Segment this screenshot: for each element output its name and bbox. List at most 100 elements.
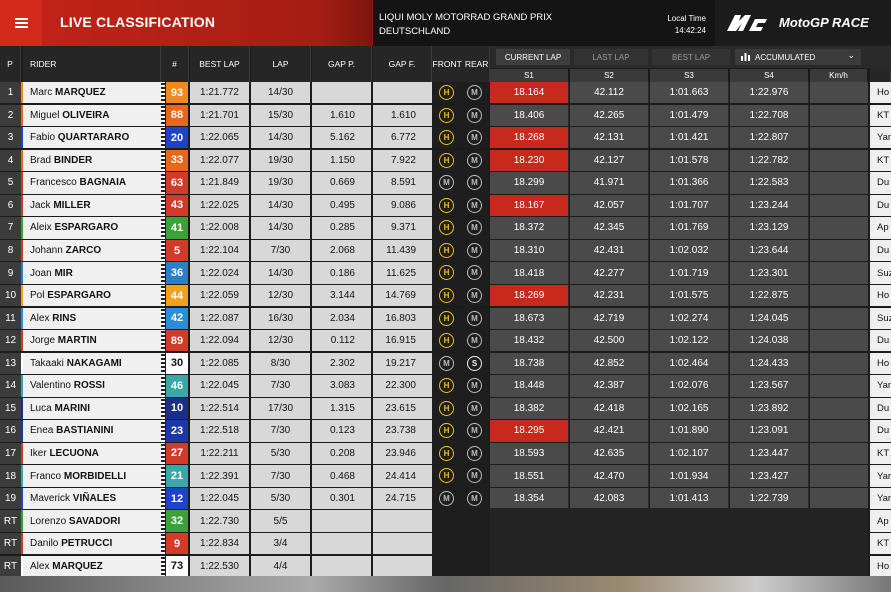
rider-name-cell[interactable]: Aleix ESPARGARO xyxy=(23,217,161,239)
header-best-lap[interactable]: BEST LAP xyxy=(190,46,250,82)
lap-count-cell: 19/30 xyxy=(251,149,310,172)
lap-count-cell: 5/30 xyxy=(251,442,310,465)
rider-name-cell[interactable]: Franco MORBIDELLI xyxy=(23,465,161,487)
table-row[interactable]: 13 Takaaki NAKAGAMI 30 1:22.085 8/30 2.302 19.… xyxy=(0,352,891,375)
table-row[interactable]: 1 Marc MARQUEZ 93 1:21.772 14/30 H M 18.164 4… xyxy=(0,82,891,104)
sector-1-cell: 18.167 xyxy=(490,194,569,217)
tab-current-lap[interactable]: CURRENT LAP xyxy=(496,49,570,65)
header-rider[interactable]: RIDER xyxy=(23,46,161,82)
gap-previous-cell: 0.285 xyxy=(312,217,371,239)
rear-tire-icon: M xyxy=(467,287,482,303)
table-row[interactable]: 14 Valentino ROSSI 46 1:22.045 7/30 3.083 22.3… xyxy=(0,375,891,397)
tab-last-lap[interactable]: LAST LAP xyxy=(574,49,648,65)
rider-name-cell[interactable]: Alex MARQUEZ xyxy=(23,555,161,577)
speed-cell xyxy=(810,330,868,352)
rider-number-badge: 33 xyxy=(166,149,188,172)
gap-previous-cell: 1.315 xyxy=(312,397,371,420)
speed-cell xyxy=(810,217,868,239)
bar-chart-icon xyxy=(741,53,750,61)
table-row[interactable]: 18 Franco MORBIDELLI 21 1:22.391 7/30 0.468 24… xyxy=(0,465,891,487)
checkered-stripe xyxy=(161,284,165,307)
rider-first-name: Maverick xyxy=(30,493,71,505)
position-cell: 6 xyxy=(0,194,21,217)
bike-cell: Ho xyxy=(870,352,891,374)
rider-name-cell[interactable]: Alex RINS xyxy=(23,307,161,329)
table-row[interactable]: 19 Maverick VIÑALES 12 1:22.045 5/30 0.301 24.… xyxy=(0,487,891,510)
table-row[interactable]: 16 Enea BASTIANINI 23 1:22.518 7/30 0.123 23.7… xyxy=(0,420,891,442)
table-row[interactable]: 7 Aleix ESPARGARO 41 1:22.008 14/30 0.285 9.37… xyxy=(0,217,891,239)
table-row[interactable]: 3 Fabio QUARTARARO 20 1:22.065 14/30 5.162 6.7… xyxy=(0,127,891,149)
position-cell: 2 xyxy=(0,104,21,126)
rider-name-cell[interactable]: Fabio QUARTARARO xyxy=(23,127,161,149)
table-row[interactable]: 8 Johann ZARCO 5 1:22.104 7/30 2.068 11.439 H … xyxy=(0,239,891,262)
gap-first-cell: 16.803 xyxy=(373,307,432,329)
rider-name-cell[interactable]: Pol ESPARGARO xyxy=(23,284,161,307)
local-time-label: Local Time xyxy=(667,14,706,23)
sector-4-cell: 1:23.129 xyxy=(730,217,809,239)
gap-first-cell xyxy=(373,555,432,577)
rider-first-name: Fabio xyxy=(30,132,56,144)
rider-name-cell[interactable]: Luca MARINI xyxy=(23,397,161,420)
rider-last-name: MARQUEZ xyxy=(55,87,106,99)
table-row[interactable]: 17 Iker LECUONA 27 1:22.211 5/30 0.208 23.946 … xyxy=(0,442,891,465)
rider-name-cell[interactable]: Enea BASTIANINI xyxy=(23,420,161,442)
table-row[interactable]: 6 Jack MILLER 43 1:22.025 14/30 0.495 9.086 H … xyxy=(0,194,891,217)
lap-count-cell: 7/30 xyxy=(251,465,310,487)
bike-cell: Du xyxy=(870,420,891,442)
rider-name-cell[interactable]: Brad BINDER xyxy=(23,149,161,172)
sector-2-cell: 42.083 xyxy=(570,487,649,510)
rider-name-cell[interactable]: Miguel OLIVEIRA xyxy=(23,104,161,126)
table-row[interactable]: 10 Pol ESPARGARO 44 1:22.059 12/30 3.144 14.76… xyxy=(0,284,891,307)
gap-previous-cell: 0.208 xyxy=(312,442,371,465)
rider-name-cell[interactable]: Lorenzo SAVADORI xyxy=(23,510,161,532)
bike-cell: Ap xyxy=(870,217,891,239)
table-row[interactable]: 5 Francesco BAGNAIA 63 1:21.849 19/30 0.669 8.… xyxy=(0,172,891,194)
rider-name-cell[interactable]: Valentino ROSSI xyxy=(23,375,161,397)
position-cell: 1 xyxy=(0,82,21,104)
rider-name-cell[interactable]: Johann ZARCO xyxy=(23,239,161,262)
rider-name-cell[interactable]: Danilo PETRUCCI xyxy=(23,533,161,555)
table-row[interactable]: 4 Brad BINDER 33 1:22.077 19/30 1.150 7.922 H … xyxy=(0,149,891,172)
rider-name-cell[interactable]: Joan MIR xyxy=(23,262,161,284)
rider-name-cell[interactable]: Jack MILLER xyxy=(23,194,161,217)
rider-name-cell[interactable]: Maverick VIÑALES xyxy=(23,487,161,510)
rider-name-cell[interactable]: Francesco BAGNAIA xyxy=(23,172,161,194)
rider-last-name: MARINI xyxy=(54,402,91,414)
rider-name-cell[interactable]: Jorge MARTIN xyxy=(23,330,161,352)
table-row[interactable]: 15 Luca MARINI 10 1:22.514 17/30 1.315 23.615 … xyxy=(0,397,891,420)
team-color-bar xyxy=(21,217,23,239)
tab-best-lap[interactable]: BEST LAP xyxy=(652,49,730,65)
lap-view-tabs: CURRENT LAP LAST LAP BEST LAP ACCUMULATE… xyxy=(490,46,891,68)
table-row[interactable]: 11 Alex RINS 42 1:22.087 16/30 2.034 16.803 H … xyxy=(0,307,891,330)
lap-count-cell: 14/30 xyxy=(251,127,310,149)
header-lap[interactable]: LAP xyxy=(251,46,311,82)
tires-cell: M M xyxy=(432,487,489,510)
header-gap-first[interactable]: GAP F. xyxy=(373,46,432,82)
rider-last-name: RINS xyxy=(52,312,77,324)
table-row[interactable]: 2 Miguel OLIVEIRA 88 1:21.701 15/30 1.610 1.61… xyxy=(0,104,891,127)
table-row[interactable]: 9 Joan MIR 36 1:22.024 14/30 0.186 11.625 H M … xyxy=(0,262,891,284)
speed-cell xyxy=(810,465,868,487)
header-gap-previous[interactable]: GAP P. xyxy=(312,46,372,82)
accumulated-dropdown[interactable]: ACCUMULATED ⌄ xyxy=(735,49,861,65)
tires-cell: H M xyxy=(432,397,489,420)
rider-name-cell[interactable]: Marc MARQUEZ xyxy=(23,82,161,104)
rider-number-badge: 20 xyxy=(166,127,188,149)
rear-tire-icon: M xyxy=(467,152,482,168)
rider-number-badge: 89 xyxy=(166,330,188,352)
header-number[interactable]: # xyxy=(161,46,189,82)
table-row[interactable]: 12 Jorge MARTIN 89 1:22.094 12/30 0.112 16.915… xyxy=(0,330,891,352)
best-lap-cell: 1:22.211 xyxy=(190,442,249,465)
bike-cell: Du xyxy=(870,239,891,262)
rider-name-cell[interactable]: Takaaki NAKAGAMI xyxy=(23,352,161,374)
team-color-bar xyxy=(21,149,23,172)
lap-count-cell: 14/30 xyxy=(251,217,310,239)
best-lap-cell: 1:22.077 xyxy=(190,149,249,172)
menu-button[interactable] xyxy=(0,0,42,46)
checkered-stripe xyxy=(161,149,165,172)
rider-name-cell[interactable]: Iker LECUONA xyxy=(23,442,161,465)
header-position[interactable]: P xyxy=(0,46,21,82)
page-title: LIVE CLASSIFICATION xyxy=(60,14,216,30)
front-tire-icon: H xyxy=(439,242,454,258)
